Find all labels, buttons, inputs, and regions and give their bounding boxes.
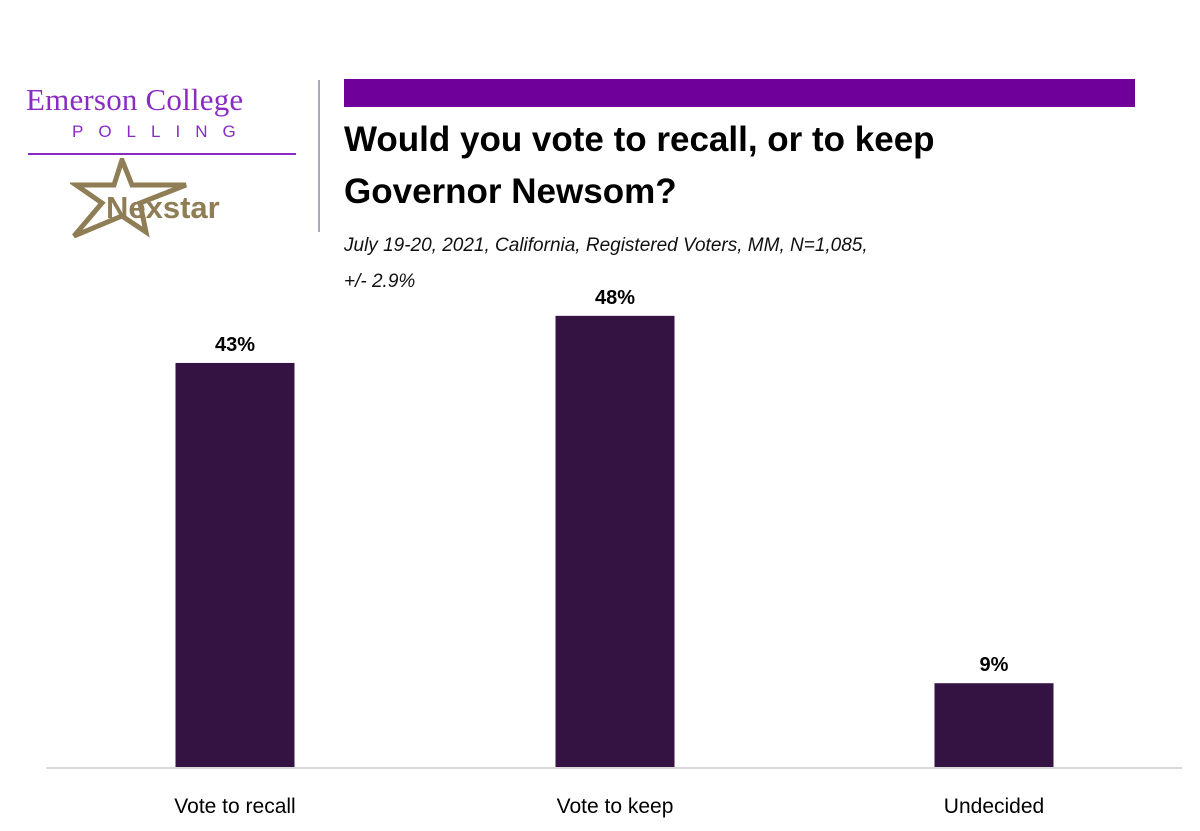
bar-value-label: 43%	[215, 334, 255, 356]
bar	[175, 362, 295, 768]
category-label: Undecided	[944, 795, 1044, 818]
emerson-logo-wordmark: Emerson College	[26, 82, 244, 117]
bar-value-label: 48%	[595, 287, 635, 309]
header-accent-bar	[344, 79, 1135, 107]
header-vertical-divider	[318, 80, 320, 232]
subtitle-line-1: July 19-20, 2021, California, Registered…	[344, 235, 868, 256]
subtitle-line-2: +/- 2.9%	[344, 271, 416, 292]
chart-title-line-1: Would you vote to recall, or to keep	[344, 120, 935, 159]
chart-subtitle: July 19-20, 2021, California, Registered…	[344, 228, 1044, 300]
bar	[934, 683, 1054, 768]
bar	[555, 315, 675, 768]
chart-title: Would you vote to recall, or to keep Gov…	[344, 114, 1104, 218]
logo-divider-line	[28, 153, 296, 155]
bar-value-label: 9%	[980, 654, 1009, 676]
category-label: Vote to recall	[174, 795, 295, 818]
chart-title-line-2: Governor Newsom?	[344, 172, 677, 211]
nexstar-star-icon	[70, 158, 187, 238]
nexstar-wordmark: Nexstar	[106, 190, 220, 225]
category-label: Vote to keep	[557, 795, 674, 818]
polling-wordmark: POLLING	[72, 122, 251, 141]
